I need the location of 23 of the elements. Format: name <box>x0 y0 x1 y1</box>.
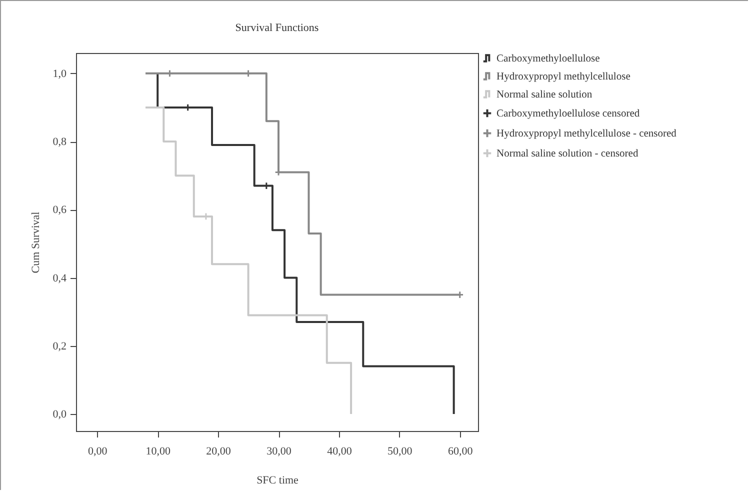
x-tick-label: 60,00 <box>448 446 474 458</box>
y-tick-label: 1,0 <box>52 68 67 80</box>
legend-label: Carboxymethyloellulose <box>496 53 600 64</box>
y-tick-label: 0,4 <box>52 272 67 284</box>
point <box>166 70 174 78</box>
y-tick-label: 0,8 <box>52 136 67 148</box>
x-axis-title: SFC time <box>256 474 299 486</box>
legend-label: Normal saline solution <box>496 89 593 100</box>
legend-label: Hydroxypropyl methylcellulose - censored <box>496 128 678 140</box>
legend-label: Hydroxypropyl methylcellulose <box>496 71 631 82</box>
y-tick-label: 0,0 <box>52 408 67 420</box>
y-tick-label: 0,2 <box>52 340 66 352</box>
x-tick-label: 40,00 <box>327 446 352 458</box>
x-tick-label: 30,00 <box>266 446 292 458</box>
x-tick-label: 10,00 <box>146 446 171 458</box>
x-tick-label: 20,00 <box>206 446 232 458</box>
chart-title: Survival Functions <box>235 22 319 34</box>
y-tick-label: 0,6 <box>52 204 67 216</box>
x-tick-label: 50,00 <box>388 446 413 458</box>
y-axis-title: Cum Survival <box>30 212 42 274</box>
legend-label: Normal saline solution - censored <box>496 148 639 160</box>
legend-label: Carboxymethyloellulose censored <box>496 108 640 120</box>
x-tick-label: 0,00 <box>88 446 108 458</box>
